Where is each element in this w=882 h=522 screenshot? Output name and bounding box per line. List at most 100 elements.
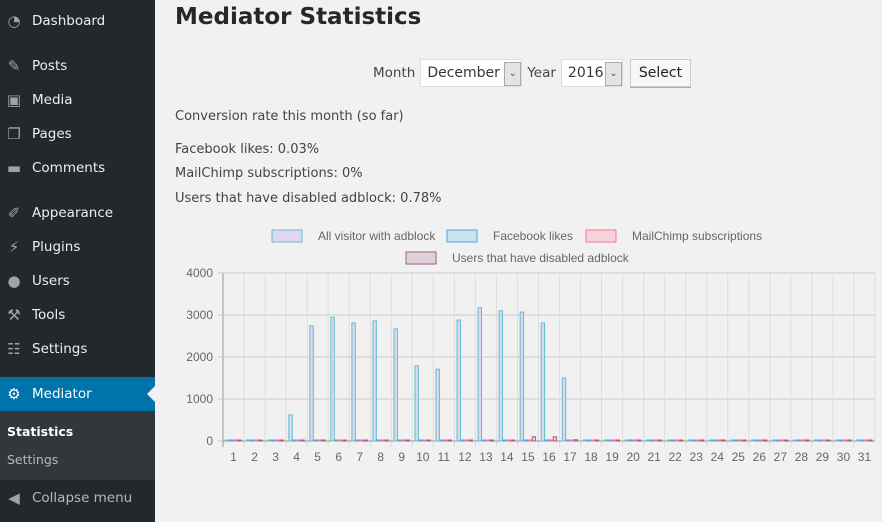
bar-mailchimp-subscriptions[interactable] (485, 439, 491, 442)
bar-mailchimp-subscriptions[interactable] (548, 439, 554, 442)
bar-facebook-likes[interactable] (860, 439, 865, 442)
sidebar-item-dashboard[interactable]: ◔ Dashboard (0, 4, 155, 38)
bar-facebook-likes[interactable] (607, 439, 613, 442)
bar-all-visitor-with-adblock[interactable] (582, 439, 588, 442)
bar-mailchimp-subscriptions[interactable] (296, 439, 301, 442)
bar-facebook-likes[interactable] (839, 439, 844, 442)
bar-mailchimp-subscriptions[interactable] (843, 439, 848, 442)
bar-all-visitor-with-adblock[interactable] (708, 439, 714, 442)
bar-users-that-have-disabled-adblock[interactable] (426, 439, 431, 442)
bar-facebook-likes[interactable] (460, 439, 465, 442)
bar-facebook-likes[interactable] (670, 439, 676, 442)
bar-all-visitor-with-adblock[interactable] (603, 439, 609, 442)
bar-users-that-have-disabled-adblock[interactable] (847, 439, 852, 442)
bar-facebook-likes[interactable] (733, 439, 739, 442)
bar-all-visitor-with-adblock[interactable] (856, 439, 861, 442)
year-select[interactable]: 2016 ⌄ (560, 59, 623, 87)
bar-mailchimp-subscriptions[interactable] (506, 439, 512, 442)
bar-mailchimp-subscriptions[interactable] (864, 439, 869, 442)
bar-mailchimp-subscriptions[interactable] (380, 439, 385, 442)
bar-all-visitor-with-adblock[interactable] (666, 439, 672, 442)
bar-mailchimp-subscriptions[interactable] (359, 439, 364, 442)
bar-facebook-likes[interactable] (565, 439, 571, 442)
legend-label[interactable]: MailChimp subscriptions (632, 229, 762, 243)
bar-users-that-have-disabled-adblock[interactable] (531, 436, 537, 442)
bar-users-that-have-disabled-adblock[interactable] (489, 439, 495, 442)
bar-users-that-have-disabled-adblock[interactable] (300, 439, 305, 442)
bar-mailchimp-subscriptions[interactable] (590, 439, 596, 442)
bar-mailchimp-subscriptions[interactable] (422, 439, 427, 442)
bar-users-that-have-disabled-adblock[interactable] (594, 439, 600, 442)
bar-all-visitor-with-adblock[interactable] (645, 439, 651, 442)
bar-all-visitor-with-adblock[interactable] (309, 325, 314, 442)
submenu-settings[interactable]: Settings (7, 452, 59, 467)
bar-mailchimp-subscriptions[interactable] (759, 439, 764, 442)
bar-all-visitor-with-adblock[interactable] (561, 377, 567, 442)
bar-all-visitor-with-adblock[interactable] (729, 439, 735, 442)
bar-users-that-have-disabled-adblock[interactable] (720, 439, 726, 442)
sidebar-item-appearance[interactable]: ✐ Appearance (0, 196, 155, 230)
bar-mailchimp-subscriptions[interactable] (822, 439, 827, 442)
bar-all-visitor-with-adblock[interactable] (372, 320, 377, 442)
bar-users-that-have-disabled-adblock[interactable] (237, 439, 242, 442)
bar-users-that-have-disabled-adblock[interactable] (805, 439, 810, 442)
bar-facebook-likes[interactable] (355, 439, 360, 442)
bar-users-that-have-disabled-adblock[interactable] (868, 439, 873, 442)
bar-facebook-likes[interactable] (418, 439, 423, 442)
bar-facebook-likes[interactable] (544, 439, 550, 442)
legend-label[interactable]: Users that have disabled adblock (452, 251, 630, 265)
bar-mailchimp-subscriptions[interactable] (716, 439, 722, 442)
sidebar-item-mediator[interactable]: ⚙ Mediator (0, 377, 155, 411)
legend-label[interactable]: Facebook likes (493, 229, 573, 243)
bar-all-visitor-with-adblock[interactable] (393, 328, 398, 442)
sidebar-item-media[interactable]: ▣ Media (0, 83, 155, 117)
bar-facebook-likes[interactable] (712, 439, 718, 442)
bar-all-visitor-with-adblock[interactable] (498, 310, 504, 442)
bar-facebook-likes[interactable] (776, 439, 781, 442)
bar-all-visitor-with-adblock[interactable] (225, 439, 230, 442)
legend-swatch[interactable] (585, 229, 617, 243)
bar-all-visitor-with-adblock[interactable] (751, 439, 756, 442)
bar-all-visitor-with-adblock[interactable] (540, 322, 546, 442)
bar-mailchimp-subscriptions[interactable] (233, 439, 238, 442)
bar-users-that-have-disabled-adblock[interactable] (657, 439, 663, 442)
bar-facebook-likes[interactable] (481, 439, 487, 442)
bar-facebook-likes[interactable] (755, 439, 760, 442)
bar-all-visitor-with-adblock[interactable] (793, 439, 798, 442)
bar-all-visitor-with-adblock[interactable] (624, 439, 630, 442)
bar-facebook-likes[interactable] (818, 439, 823, 442)
bar-facebook-likes[interactable] (797, 439, 802, 442)
bar-users-that-have-disabled-adblock[interactable] (552, 436, 558, 442)
bar-users-that-have-disabled-adblock[interactable] (405, 439, 410, 442)
bar-mailchimp-subscriptions[interactable] (275, 439, 280, 442)
sidebar-item-tools[interactable]: ⚒ Tools (0, 298, 155, 332)
bar-facebook-likes[interactable] (250, 439, 255, 442)
bar-users-that-have-disabled-adblock[interactable] (615, 439, 621, 442)
bar-all-visitor-with-adblock[interactable] (772, 439, 777, 442)
legend-swatch[interactable] (405, 251, 437, 265)
bar-users-that-have-disabled-adblock[interactable] (763, 439, 768, 442)
bar-mailchimp-subscriptions[interactable] (527, 439, 533, 442)
bar-facebook-likes[interactable] (439, 439, 444, 442)
bar-mailchimp-subscriptions[interactable] (780, 439, 785, 442)
bar-facebook-likes[interactable] (376, 439, 381, 442)
legend-label[interactable]: All visitor with adblock (318, 229, 436, 243)
bar-all-visitor-with-adblock[interactable] (835, 439, 840, 442)
bar-facebook-likes[interactable] (502, 439, 508, 442)
bar-facebook-likes[interactable] (271, 439, 276, 442)
sidebar-item-settings[interactable]: ☷ Settings (0, 332, 155, 366)
sidebar-item-posts[interactable]: ✎ Posts (0, 49, 155, 83)
month-select[interactable]: December ⌄ (420, 59, 523, 87)
bar-facebook-likes[interactable] (397, 439, 402, 442)
bar-users-that-have-disabled-adblock[interactable] (573, 439, 579, 442)
bar-mailchimp-subscriptions[interactable] (569, 439, 575, 442)
bar-facebook-likes[interactable] (586, 439, 592, 442)
sidebar-item-plugins[interactable]: ⚡ Plugins (0, 230, 155, 264)
bar-users-that-have-disabled-adblock[interactable] (636, 439, 642, 442)
bar-mailchimp-subscriptions[interactable] (401, 439, 406, 442)
bar-users-that-have-disabled-adblock[interactable] (279, 439, 284, 442)
bar-facebook-likes[interactable] (523, 439, 529, 442)
bar-all-visitor-with-adblock[interactable] (288, 414, 293, 442)
bar-all-visitor-with-adblock[interactable] (246, 439, 251, 442)
bar-all-visitor-with-adblock[interactable] (267, 439, 272, 442)
